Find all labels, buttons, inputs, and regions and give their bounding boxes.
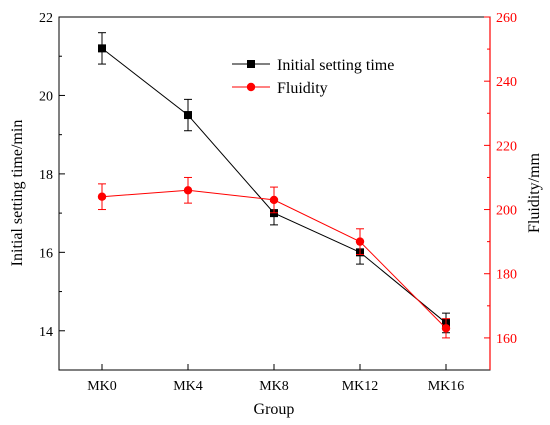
legend-label-initial-setting-time: Initial setting time — [277, 57, 394, 74]
legend-marker-circle — [246, 82, 256, 92]
x-tick-label: MK16 — [428, 379, 465, 394]
right-tick-label: 220 — [496, 139, 517, 154]
data-point-initial-setting-time — [184, 111, 192, 120]
data-point-fluidity — [355, 237, 365, 246]
x-tick-label: MK4 — [173, 379, 203, 394]
series-line-initial-setting-time — [101, 47, 447, 324]
data-point-fluidity — [97, 192, 107, 201]
right-axis-label: Fluidity/mm — [526, 152, 543, 233]
left-tick-label: 20 — [39, 89, 53, 104]
series-fluidity — [97, 176, 451, 339]
left-axis-label: Initial setting time/min — [9, 120, 26, 267]
data-point-fluidity — [441, 324, 451, 333]
x-tick-label: MK8 — [259, 379, 289, 394]
right-tick-label: 160 — [496, 332, 517, 347]
right-axis-ticks: 160 180 200 220 240 260 — [484, 11, 517, 347]
right-tick-label: 200 — [496, 204, 517, 219]
right-tick-label: 180 — [496, 268, 517, 283]
legend: Initial setting time Fluidity — [232, 57, 394, 97]
x-tick-label: MK12 — [342, 379, 379, 394]
series-layer — [97, 32, 451, 339]
left-tick-label: 18 — [39, 168, 53, 183]
x-axis-label: Group — [254, 401, 295, 418]
data-point-fluidity — [183, 186, 193, 195]
data-point-initial-setting-time — [98, 44, 106, 53]
x-tick-label: MK0 — [87, 379, 117, 394]
legend-marker-square — [247, 60, 255, 68]
right-tick-label: 240 — [496, 75, 517, 90]
legend-label-fluidity: Fluidity — [277, 80, 328, 97]
right-tick-label: 260 — [496, 11, 517, 26]
left-tick-label: 14 — [39, 325, 53, 340]
left-tick-label: 22 — [39, 11, 53, 26]
series-initial-setting-time — [98, 32, 450, 334]
left-tick-label: 16 — [39, 246, 53, 261]
left-axis-ticks: 14 16 18 20 22 — [39, 11, 65, 340]
data-point-fluidity — [269, 195, 279, 205]
x-axis-ticks: MK0 MK4 MK8 MK12 MK16 — [87, 364, 464, 394]
